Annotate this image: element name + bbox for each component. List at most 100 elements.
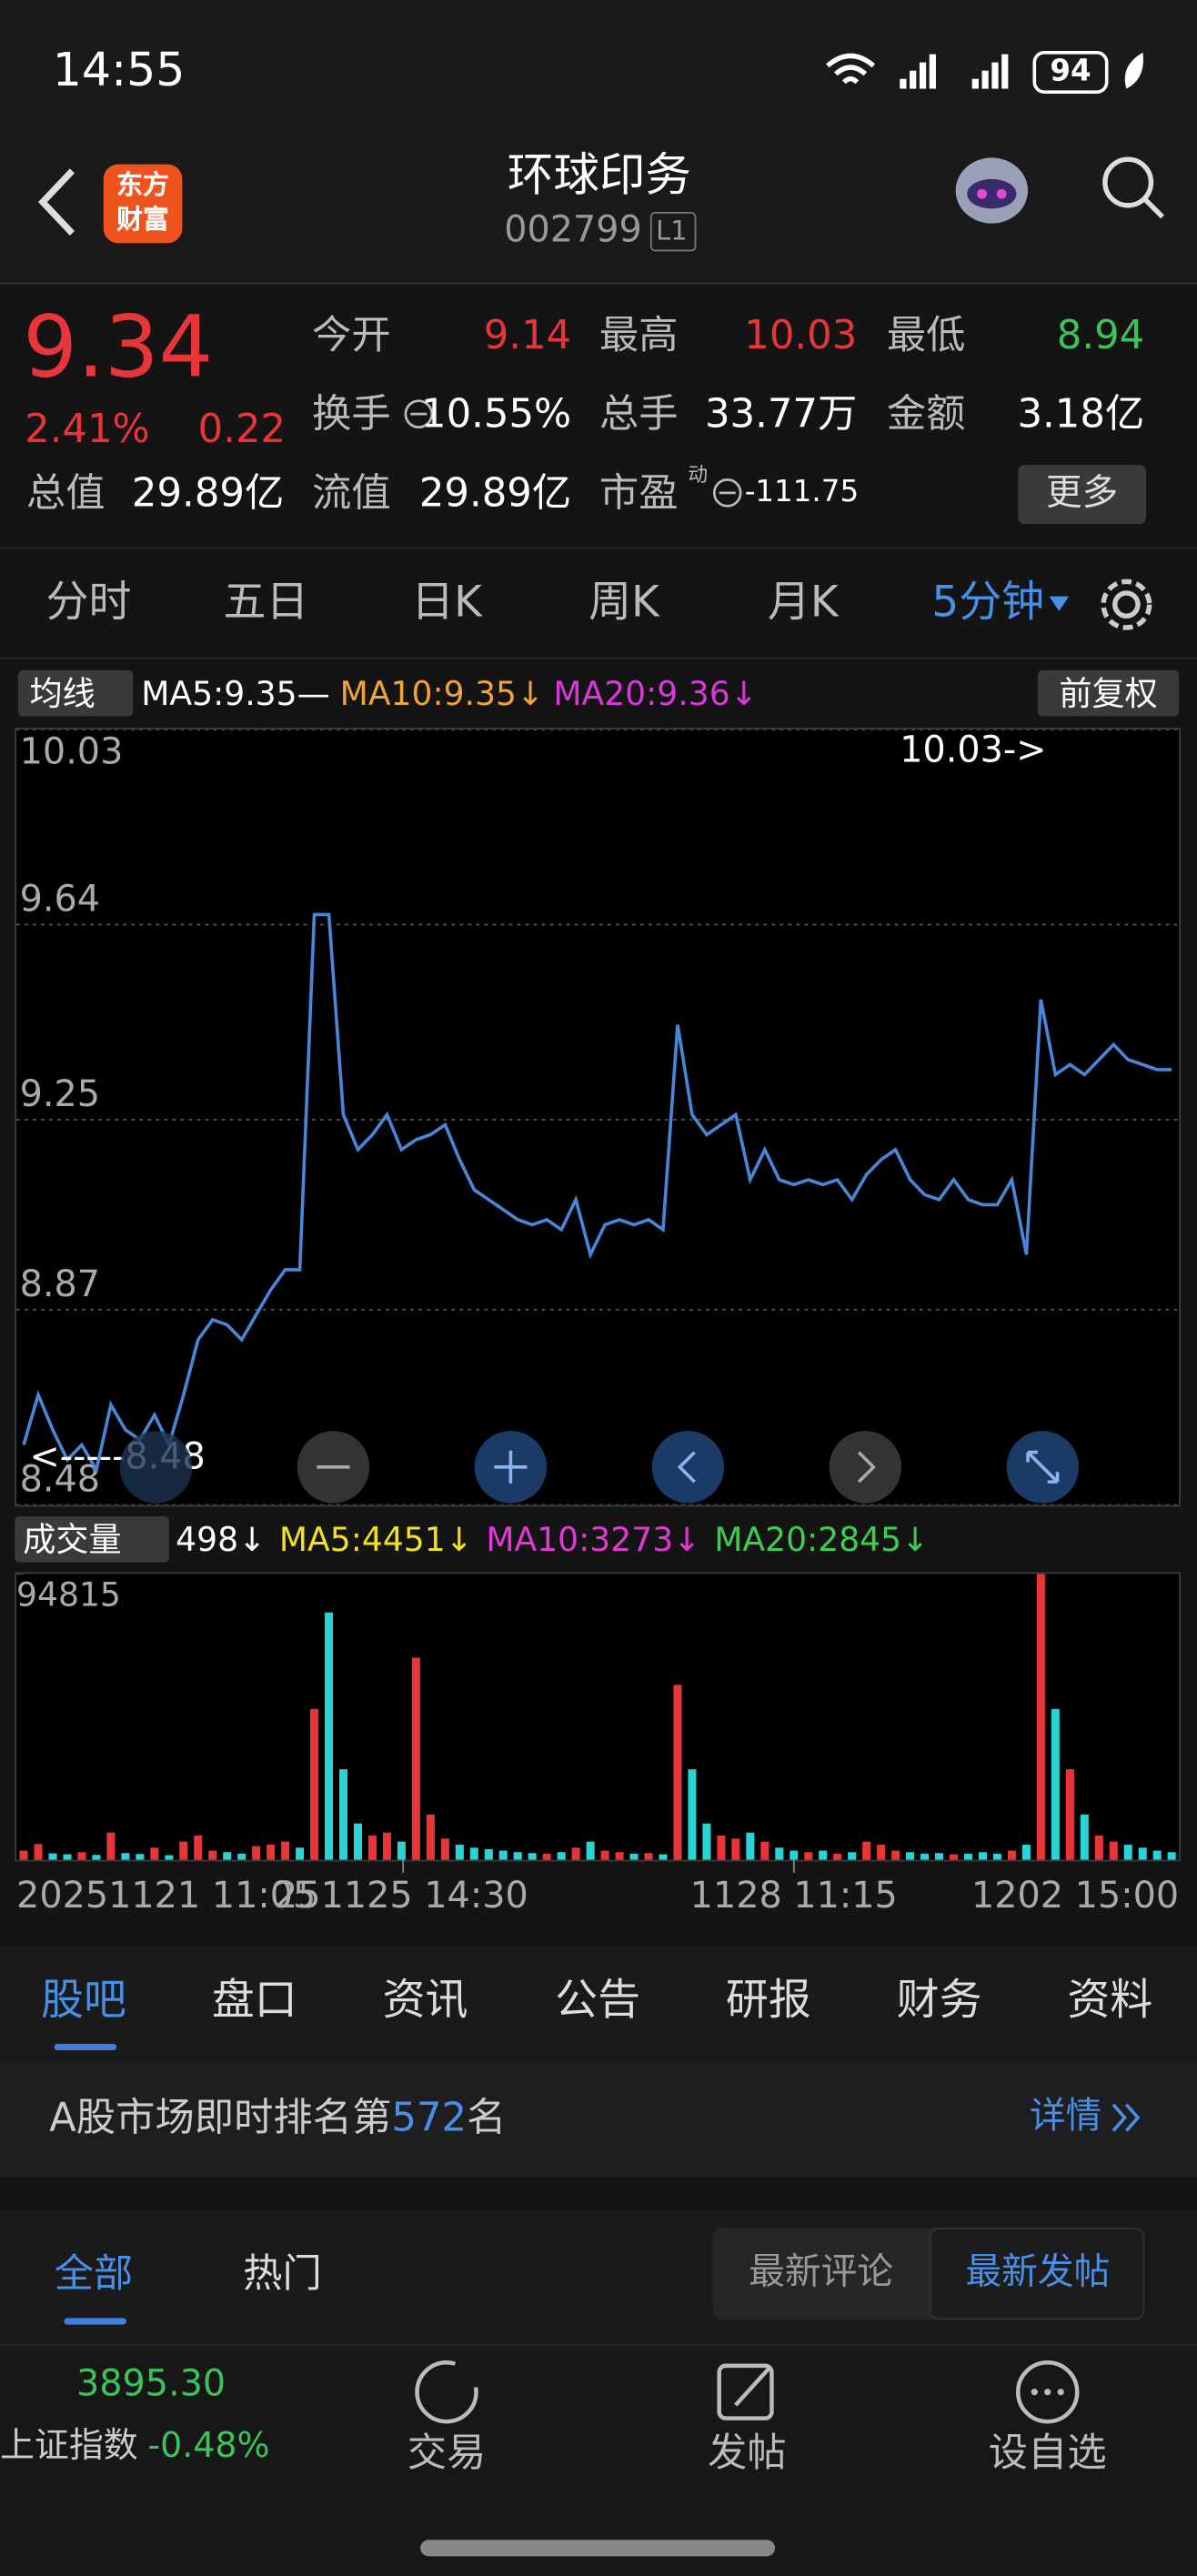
volume-bar: [1094, 1836, 1103, 1860]
sort-option[interactable]: 最新评论: [749, 2252, 894, 2294]
tab-underline: [54, 2043, 117, 2051]
volume-bar: [325, 1612, 334, 1860]
nav-item[interactable]: 交易: [407, 2430, 487, 2476]
period-tab[interactable]: 五日: [223, 578, 309, 628]
section-tab[interactable]: 财务: [896, 1976, 982, 2026]
period-tab[interactable]: 分时: [45, 578, 132, 628]
volume-bar: [949, 1854, 959, 1860]
volume-bar: [179, 1841, 188, 1860]
pe-note: 动: [688, 463, 709, 487]
section-tab[interactable]: 研报: [725, 1976, 811, 2026]
adjust-label[interactable]: 前复权: [1059, 673, 1158, 713]
legend-entry: MA10:9.35↓: [339, 673, 545, 713]
stat-label: 流值: [311, 469, 391, 517]
volume-bar: [469, 1847, 478, 1860]
section-tab[interactable]: 资料: [1067, 1976, 1153, 2026]
period-tab[interactable]: 5分钟: [931, 578, 1045, 628]
chip-label[interactable]: 成交量: [23, 1519, 122, 1560]
logo-text: 东方: [116, 169, 169, 201]
nav-icons: [415, 2360, 1080, 2424]
y-tick-label: 8.87: [20, 1263, 100, 1305]
status-icons: [826, 50, 1143, 94]
post-tab[interactable]: 全部: [54, 2250, 134, 2297]
volume-bar: [367, 1836, 377, 1860]
settings-button[interactable]: [1093, 572, 1159, 638]
volume-bar: [513, 1852, 522, 1860]
y-tick-label: 94815: [16, 1575, 121, 1615]
volume-bar: [1007, 1850, 1016, 1860]
adjust-chip[interactable]: [1037, 669, 1180, 717]
ma-chip[interactable]: [17, 669, 134, 717]
volume-bar: [1167, 1852, 1176, 1860]
volume-bar: [19, 1850, 28, 1860]
volume-bar: [804, 1852, 813, 1860]
period-tab[interactable]: 周K: [588, 578, 659, 628]
volume-bar: [1036, 1574, 1045, 1860]
last-price: 9.34: [23, 298, 214, 398]
volume-bar: [775, 1847, 784, 1860]
left-button[interactable]: [651, 1431, 725, 1504]
volume-bar: [1138, 1847, 1147, 1860]
stat-value: 10.55%: [421, 390, 572, 438]
sort-option[interactable]: 最新发帖: [965, 2252, 1111, 2294]
volume-bar: [920, 1853, 930, 1860]
volume-bar: [34, 1844, 43, 1860]
y-tick-label: 9.25: [20, 1073, 100, 1115]
wifi-icon: [826, 53, 876, 85]
more-label[interactable]: 更多: [1045, 473, 1119, 515]
volume-bar: [629, 1853, 639, 1860]
trade-icon: [415, 2360, 478, 2424]
nav-item[interactable]: 发帖: [708, 2430, 787, 2476]
battery-level: 94: [1050, 54, 1091, 89]
volume-bar: [208, 1850, 217, 1860]
watchlist-icon: [1015, 2360, 1080, 2424]
section-tab[interactable]: 公告: [555, 1976, 641, 2026]
detail-link[interactable]: 详情: [1029, 2096, 1102, 2138]
x-tick-label: 20251121 11:05: [16, 1876, 317, 1917]
stat-value: 9.14: [483, 312, 572, 358]
nav-item[interactable]: 设自选: [988, 2430, 1107, 2476]
volume-bar: [963, 1853, 973, 1860]
divider: [0, 282, 1197, 285]
legend-entry: MA10:3273↓: [486, 1519, 701, 1560]
volume-bar: [1051, 1708, 1060, 1860]
volume-bar: [252, 1846, 261, 1860]
section-tab[interactable]: 资讯: [382, 1976, 468, 2026]
info-icon: [404, 399, 434, 428]
legend-entry: 498↓: [176, 1519, 267, 1560]
price-line: [22, 912, 1172, 1474]
right-button[interactable]: [829, 1431, 902, 1504]
ranking-row[interactable]: A股市场即时排名第572名: [0, 2061, 1197, 2178]
volume-bar: [296, 1847, 305, 1860]
logo-text: 财富: [116, 203, 169, 236]
section-tab[interactable]: 盘口: [211, 1976, 297, 2026]
dropdown-arrow: [1049, 596, 1070, 611]
avatar[interactable]: [946, 148, 1038, 234]
x-tick-label: 1202 15:00: [971, 1876, 1180, 1917]
period-tab[interactable]: 月K: [767, 578, 839, 628]
volume-bar: [702, 1823, 711, 1860]
signal-icon: [900, 54, 936, 89]
search-button[interactable]: [1097, 151, 1169, 223]
period-tab[interactable]: 日K: [411, 578, 482, 628]
volume-bar: [194, 1836, 203, 1860]
volume-bar: [92, 1855, 101, 1860]
stat-value: 8.94: [1056, 312, 1145, 358]
volume-chip[interactable]: [15, 1516, 169, 1563]
more-button[interactable]: [1018, 465, 1147, 525]
volume-bar: [63, 1854, 72, 1860]
control-button[interactable]: [119, 1431, 193, 1504]
post-tab[interactable]: 热门: [243, 2250, 322, 2297]
stat-label: 金额: [886, 390, 966, 438]
stock-code: 002799: [504, 210, 642, 252]
ranking-text: A股市场即时排名第572名: [49, 2098, 506, 2137]
volume-bar: [77, 1852, 86, 1860]
volume-bar: [891, 1850, 900, 1860]
top-bar: [0, 0, 1197, 283]
index-value: 3895.30: [75, 2364, 226, 2406]
back-button[interactable]: [29, 161, 95, 243]
chip-label[interactable]: 均线: [29, 673, 96, 713]
legend-entry: MA5:9.35—: [141, 673, 330, 713]
section-tab[interactable]: 股吧: [41, 1976, 127, 2026]
